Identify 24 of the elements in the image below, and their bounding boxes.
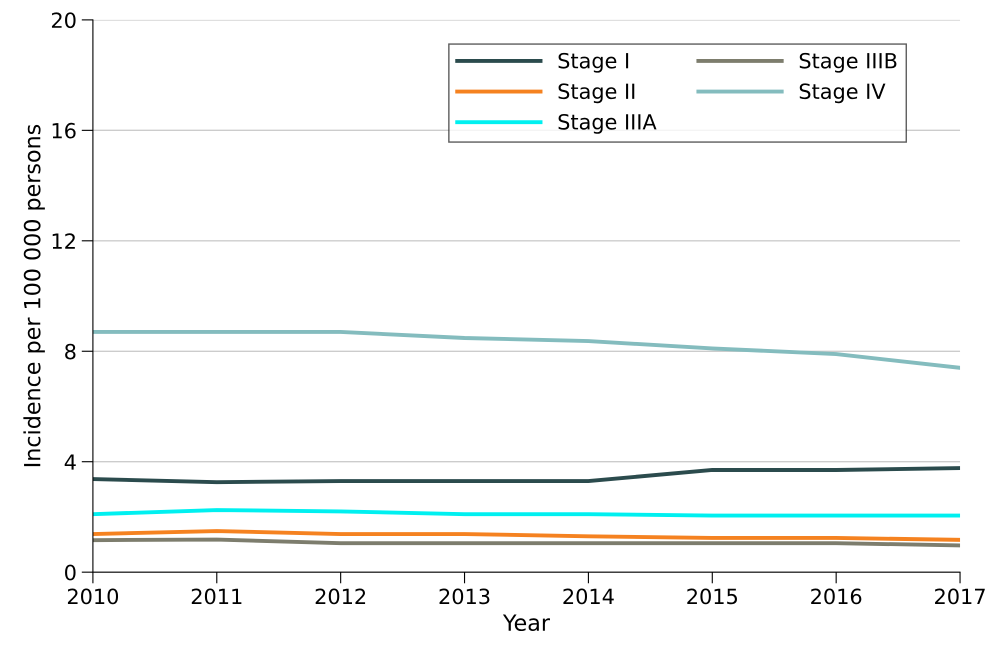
line-series	[92, 466, 960, 484]
y-axis-title: Incidence per 100 000 persons	[23, 124, 45, 466]
x-tick-label: 2015	[687, 588, 737, 604]
legend-label: Stage IIIB	[800, 52, 896, 73]
y-tick-label: 12	[52, 233, 75, 249]
line-series	[92, 529, 960, 542]
x-tick-label: 2013	[440, 588, 490, 604]
legend-label: Stage I	[558, 52, 628, 73]
y-tick-label: 16	[52, 122, 76, 139]
legend-label: Stage II	[558, 83, 634, 104]
y-tick-label: 8	[65, 344, 76, 360]
x-tick-label: 2012	[316, 588, 366, 604]
legend-label: Stage IIIA	[558, 114, 657, 134]
y-tick-label: 20	[52, 12, 76, 28]
legend-label: Stage IV	[800, 83, 886, 104]
x-tick-label: 2017	[935, 588, 985, 604]
y-tick-label: 4	[64, 454, 76, 470]
line-series	[92, 330, 960, 370]
y-tick-label: 0	[65, 564, 76, 580]
x-tick-label: 2010	[68, 588, 118, 604]
x-axis-title: Year	[502, 614, 550, 632]
x-tick-label: 2011	[192, 588, 242, 604]
x-tick-label: 2016	[811, 588, 862, 604]
x-tick-label: 2014	[563, 588, 614, 604]
